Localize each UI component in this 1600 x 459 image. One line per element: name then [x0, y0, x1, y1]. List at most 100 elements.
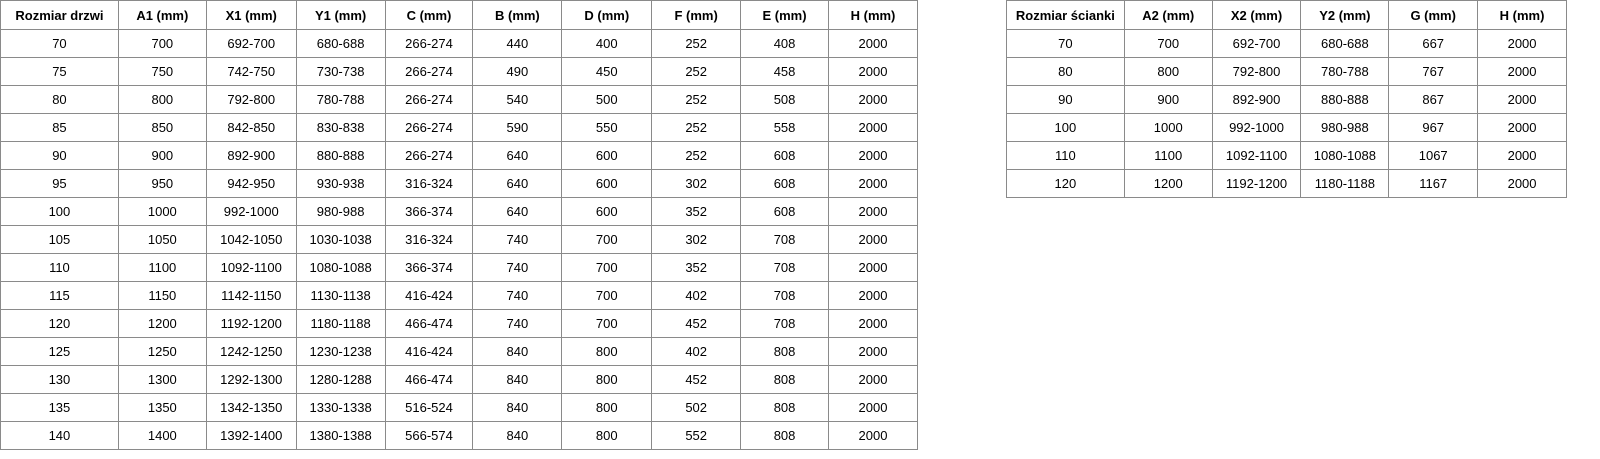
table-cell: 2000 — [828, 29, 918, 58]
table-row: 110 1100 1092-1100 1080-1088 1067 2000 — [1006, 141, 1567, 170]
table-cell: 466-474 — [384, 365, 474, 394]
table-cell: 808 — [740, 365, 829, 394]
table-cell: 1342-1350 — [205, 393, 297, 422]
table-cell: 125 — [0, 337, 119, 366]
table-cell: 1250 — [117, 337, 207, 366]
table-cell: 252 — [651, 141, 742, 170]
table-cell: 2000 — [1477, 57, 1567, 86]
table-cell: 2000 — [828, 141, 918, 170]
table-cell: 252 — [651, 85, 742, 114]
table-cell: 2000 — [1477, 141, 1567, 170]
table-cell: 80 — [0, 85, 119, 114]
table-cell: 252 — [651, 57, 742, 86]
table-cell: 408 — [740, 29, 829, 58]
table-cell: 1330-1338 — [295, 393, 386, 422]
table-cell: 1100 — [117, 253, 207, 282]
column-header: X1 (mm) — [205, 0, 297, 30]
table-cell: 680-688 — [295, 29, 386, 58]
table-row: 100 1000 992-1000 980-988 366-374 640 600 352 60… — [0, 197, 918, 226]
table-cell: 800 — [561, 337, 653, 366]
table-cell: 608 — [740, 197, 829, 226]
table-cell: 500 — [561, 85, 653, 114]
table-cell: 808 — [740, 337, 829, 366]
table-cell: 266-274 — [384, 113, 474, 142]
table-cell: 750 — [117, 57, 207, 86]
table-cell: 1080-1088 — [295, 253, 386, 282]
table-cell: 1350 — [117, 393, 207, 422]
table-cell: 1042-1050 — [205, 225, 297, 254]
table-cell: 115 — [0, 281, 119, 310]
table-cell: 800 — [117, 85, 207, 114]
table-cell: 867 — [1388, 85, 1479, 114]
table-cell: 640 — [472, 141, 563, 170]
table-cell: 1200 — [1123, 169, 1213, 198]
table-cell: 1292-1300 — [205, 365, 297, 394]
column-header: G (mm) — [1388, 0, 1479, 30]
table-row: 80 800 792-800 780-788 266-274 540 500 252 508 20… — [0, 85, 918, 114]
table-cell: 892-900 — [1211, 85, 1302, 114]
table-cell: 452 — [651, 309, 742, 338]
table-cell: 708 — [740, 281, 829, 310]
table-cell: 85 — [0, 113, 119, 142]
table-cell: 1130-1138 — [295, 281, 386, 310]
table-cell: 680-688 — [1300, 29, 1390, 58]
table-row: 90 900 892-900 880-888 266-274 640 600 252 608 20… — [0, 141, 918, 170]
table-cell: 540 — [472, 85, 563, 114]
table-cell: 800 — [561, 421, 653, 450]
table-cell: 600 — [561, 169, 653, 198]
table-cell: 740 — [472, 253, 563, 282]
table-cell: 2000 — [828, 421, 918, 450]
table-cell: 1180-1188 — [295, 309, 386, 338]
table-cell: 466-474 — [384, 309, 474, 338]
table-cell: 1080-1088 — [1300, 141, 1390, 170]
table-cell: 667 — [1388, 29, 1479, 58]
table-cell: 692-700 — [205, 29, 297, 58]
table-cell: 316-324 — [384, 225, 474, 254]
table-cell: 452 — [651, 365, 742, 394]
table-cell: 880-888 — [295, 141, 386, 170]
table-row: 100 1000 992-1000 980-988 967 2000 — [1006, 113, 1567, 142]
table-cell: 780-788 — [295, 85, 386, 114]
table-cell: 2000 — [828, 113, 918, 142]
table-cell: 402 — [651, 337, 742, 366]
table-cell: 740 — [472, 309, 563, 338]
wall-dimensions-table: Rozmiar ścianki A2 (mm) X2 (mm) Y2 (mm) G (m… — [1006, 0, 1567, 198]
table-cell: 808 — [740, 393, 829, 422]
column-header: Y2 (mm) — [1300, 0, 1390, 30]
table-cell: 1067 — [1388, 141, 1479, 170]
table-cell: 608 — [740, 169, 829, 198]
table-cell: 100 — [1006, 113, 1125, 142]
table-row: 135 1350 1342-1350 1330-1338 516-524 840 800 50… — [0, 393, 918, 422]
table-cell: 450 — [561, 57, 653, 86]
table-cell: 708 — [740, 309, 829, 338]
header-row: Rozmiar drzwi A1 (mm) X1 (mm) Y1 (mm) C (mm)… — [0, 0, 918, 30]
table-row: 70 700 692-700 680-688 266-274 440 400 252 408 20… — [0, 29, 918, 58]
column-header: Rozmiar ścianki — [1006, 0, 1125, 30]
table-row: 125 1250 1242-1250 1230-1238 416-424 840 800 40… — [0, 337, 918, 366]
column-header: A1 (mm) — [117, 0, 207, 30]
table-cell: 792-800 — [205, 85, 297, 114]
table-cell: 95 — [0, 169, 119, 198]
table-cell: 967 — [1388, 113, 1479, 142]
table-cell: 302 — [651, 225, 742, 254]
table-cell: 700 — [561, 225, 653, 254]
table-cell: 1200 — [117, 309, 207, 338]
table-cell: 252 — [651, 113, 742, 142]
table-row: 85 850 842-850 830-838 266-274 590 550 252 558 20… — [0, 113, 918, 142]
column-header: H (mm) — [828, 0, 918, 30]
table-cell: 700 — [561, 253, 653, 282]
table-cell: 730-738 — [295, 57, 386, 86]
table-cell: 416-424 — [384, 281, 474, 310]
table-cell: 140 — [0, 421, 119, 450]
table-cell: 700 — [561, 309, 653, 338]
table-cell: 508 — [740, 85, 829, 114]
column-header: A2 (mm) — [1123, 0, 1213, 30]
table-row: 90 900 892-900 880-888 867 2000 — [1006, 85, 1567, 114]
column-header: H (mm) — [1477, 0, 1567, 30]
table-row: 120 1200 1192-1200 1180-1188 466-474 740 700 45… — [0, 309, 918, 338]
table-cell: 700 — [561, 281, 653, 310]
table-cell: 1150 — [117, 281, 207, 310]
table-cell: 1000 — [117, 197, 207, 226]
table-cell: 2000 — [828, 169, 918, 198]
table-cell: 440 — [472, 29, 563, 58]
